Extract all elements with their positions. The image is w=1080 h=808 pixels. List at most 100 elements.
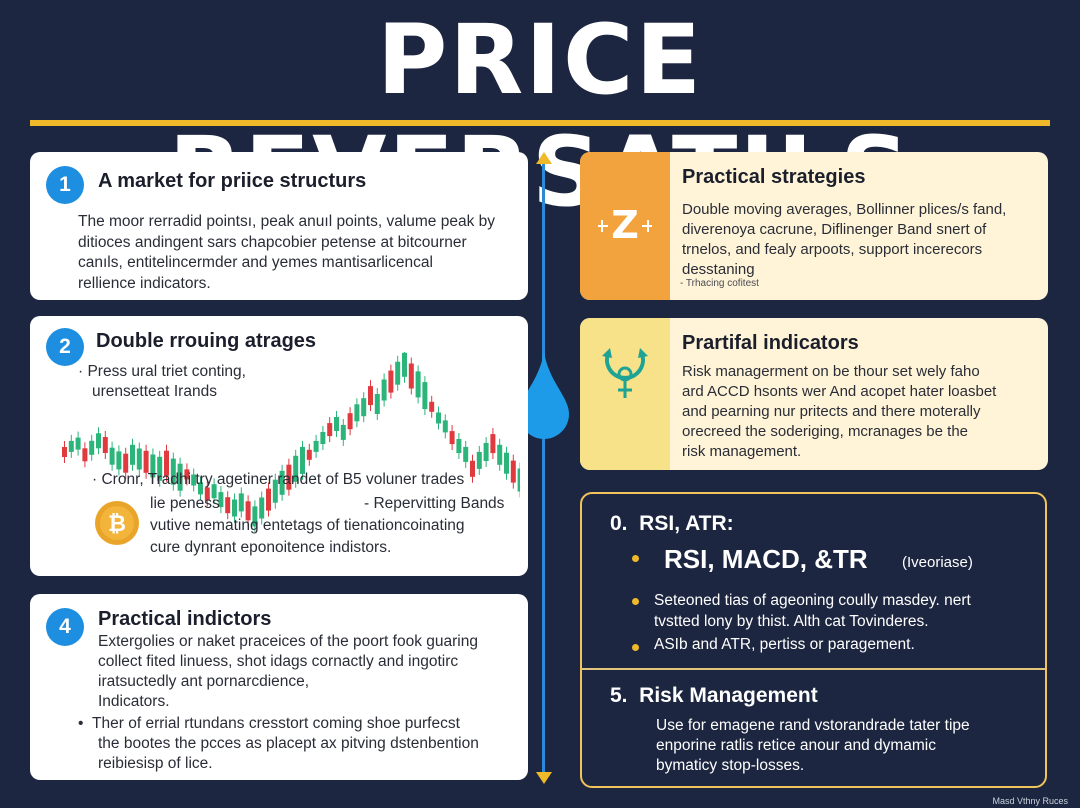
card-body: Risk managerment on be thour set wely fa…: [682, 362, 996, 462]
card-body-line: rellience indicators.: [78, 274, 211, 292]
candle: [313, 434, 319, 458]
card-body-line: Risk managerment on be thour set wely fa…: [682, 363, 980, 380]
bullet-text-line: Press ural triet conting,: [87, 363, 246, 380]
card-body-line: ditioces andingent sars chapcobier peten…: [78, 233, 467, 251]
candle: [327, 417, 333, 443]
card-body-line: canıls, entitelincermder and yemes manti…: [78, 254, 433, 271]
candle: [347, 407, 353, 436]
card-body-line: diverenoya cacrune, Diflinenger Band sne…: [682, 221, 987, 238]
candle: [96, 427, 101, 455]
candle: [259, 491, 265, 525]
section-body-line: Use for emagene rand vstorandrade tater …: [656, 717, 970, 734]
candle: [388, 364, 394, 399]
droplet-icon: [519, 352, 569, 439]
card-body-line: desstaning: [682, 261, 755, 278]
candle: [415, 365, 421, 404]
candle: [130, 438, 135, 471]
card-practical-indicators: 4 Practical indictors Extergolies or nak…: [30, 594, 528, 780]
candle: [164, 444, 169, 482]
icon-panel: [580, 152, 670, 300]
candle: [470, 454, 475, 483]
subheading-small: (Iveoriase): [902, 554, 973, 571]
candle: [381, 373, 387, 407]
candle: [395, 355, 401, 391]
candle: [218, 486, 224, 514]
candle: [463, 440, 469, 468]
bullet-text: Seteoned tias of ageoning coully masdey.…: [654, 590, 971, 632]
candlestick-chart-icon: [62, 352, 520, 532]
bullet-line: · Press ural triet conting, urensetteat …: [78, 362, 246, 402]
candle: [102, 431, 108, 459]
section-heading: 0. RSI, ATR:: [610, 512, 734, 535]
card-body-line: trnelos, and fealy arpoots, support ince…: [682, 241, 983, 258]
candle: [89, 434, 95, 461]
candle: [510, 454, 516, 489]
number-badge-4: 4: [46, 608, 84, 646]
svg-text:₿: ₿: [108, 512, 126, 537]
section-body-line: enporine ratlis retice anour and dymamic: [656, 737, 936, 754]
candle: [150, 448, 156, 484]
reversal-cycle-icon: [602, 348, 648, 398]
card-double-moving-averages: 2 Double rrouing atrages · Press ural tr…: [30, 316, 528, 576]
bullet-text-line: urensetteat Irands: [92, 383, 217, 400]
candle: [334, 411, 339, 437]
card-body-line: iratsuctedly ant pornarcdience,: [98, 673, 310, 690]
candle: [177, 457, 183, 497]
number-badge-2: 2: [46, 328, 84, 366]
candle: [279, 464, 285, 501]
candle: [476, 445, 482, 475]
candle: [225, 491, 231, 520]
candle: [109, 441, 115, 471]
candle: [354, 398, 360, 428]
candle: [123, 447, 129, 479]
candle: [116, 445, 122, 476]
candle: [517, 462, 520, 498]
timeline-arrow-up-icon: [536, 152, 552, 164]
card-bullet-line: • Ther of errial rtundans cresstort comi…: [78, 715, 460, 732]
card-body-line: collect fited linuess, shot idags cornac…: [98, 653, 459, 670]
bullet-dot-icon: [632, 555, 639, 562]
candle: [170, 452, 176, 491]
card-line: lie peness: [150, 495, 220, 512]
candle: [204, 481, 210, 507]
candle: [361, 392, 367, 423]
candle: [232, 493, 237, 523]
candle: [143, 444, 149, 479]
svg-text:Z: Z: [611, 203, 639, 247]
card-title: Prartifal indicators: [682, 332, 859, 354]
candle: [320, 426, 326, 450]
candle: [374, 388, 380, 420]
timeline-arrow-down-icon: [536, 772, 552, 784]
candle: [456, 433, 462, 459]
candle: [408, 357, 414, 395]
card-line: cure dynrant eponoitence indistors.: [150, 539, 392, 556]
card-line: - Repervitting Bands: [364, 495, 505, 512]
card-bullet: • Ther of errial rtundans cresstort comi…: [78, 714, 479, 774]
card-body-line: Extergolies or naket praceices of the po…: [98, 633, 478, 650]
bullet-line: · Cronr, Tradhi try agetiner randet of B…: [92, 471, 465, 488]
card-caption: - Trhacing cofitest: [680, 278, 759, 289]
bullet-text: Ther of errial rtundans cresstort coming…: [92, 715, 460, 732]
candle: [436, 406, 441, 430]
candle: [306, 443, 312, 466]
candle: [340, 418, 346, 446]
candle: [198, 476, 203, 501]
candle: [402, 352, 407, 383]
subheading-main: RSI, MACD, &TR: [664, 544, 868, 574]
card-body-line: Double moving averages, Bollinner plices…: [682, 201, 1007, 218]
candle: [300, 440, 305, 480]
candle: [245, 495, 251, 527]
section-body-line: bymaticy stop-losses.: [656, 757, 805, 774]
candle: [429, 395, 435, 418]
card-body: The moor rerradid pointsı, peak anuıl po…: [78, 212, 495, 294]
card-title: Practical strategies: [682, 166, 866, 188]
section-divider: [582, 668, 1045, 670]
candle: [422, 376, 428, 416]
candle: [272, 473, 278, 509]
card-rsi-atr: 0. RSI, ATR: RSI, MACD, &TR (Iveoriase) …: [580, 492, 1047, 788]
candle: [368, 380, 373, 412]
card-body-line: The moor rerradid pointsı, peak anuıl po…: [78, 213, 496, 230]
candle: [286, 458, 292, 496]
card-bullet-line: the bootes the pcces as placept ax pitvi…: [98, 735, 479, 752]
card-body-line: and pearning nur pritects and there mote…: [682, 403, 981, 420]
